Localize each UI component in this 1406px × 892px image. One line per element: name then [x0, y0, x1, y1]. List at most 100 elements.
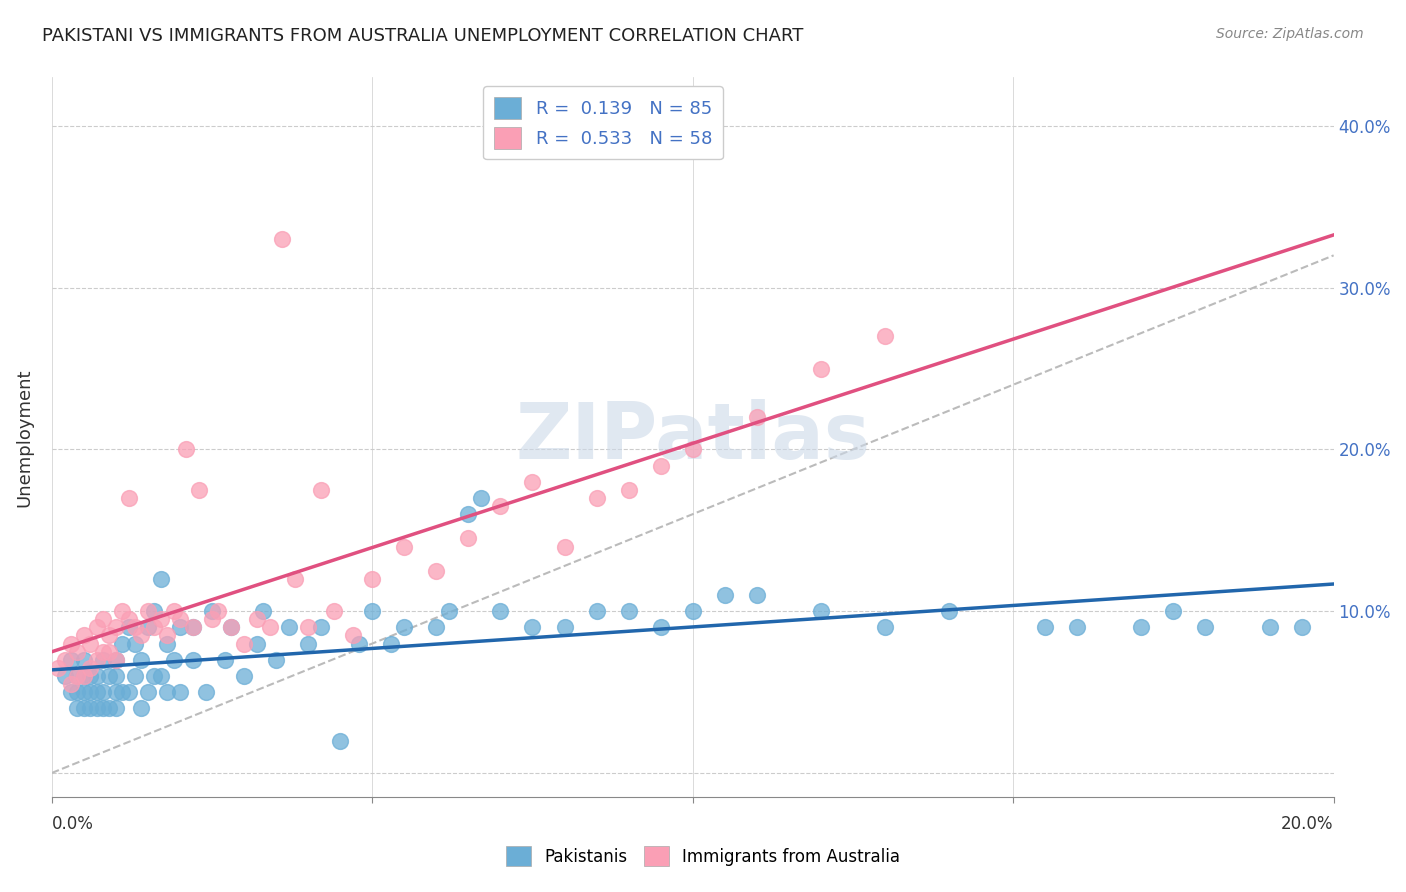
Point: [650, 458, 672, 473]
Point: [131, 628, 153, 642]
Point: [1033, 620, 1056, 634]
Point: [650, 620, 672, 634]
Point: [79, 685, 101, 699]
Point: [745, 410, 768, 425]
Point: [143, 669, 166, 683]
Point: [214, 653, 236, 667]
Point: [73, 669, 96, 683]
Point: [489, 499, 512, 513]
Point: [91, 612, 114, 626]
Point: [361, 572, 384, 586]
Point: [810, 361, 832, 376]
Point: [118, 620, 141, 634]
Point: [91, 701, 114, 715]
Point: [219, 620, 242, 634]
Point: [361, 604, 384, 618]
Point: [59, 677, 82, 691]
Point: [1194, 620, 1216, 634]
Point: [73, 653, 96, 667]
Point: [470, 491, 492, 505]
Point: [91, 645, 114, 659]
Point: [156, 636, 179, 650]
Point: [104, 701, 127, 715]
Point: [181, 653, 204, 667]
Point: [79, 636, 101, 650]
Point: [91, 685, 114, 699]
Point: [104, 669, 127, 683]
Point: [59, 636, 82, 650]
Point: [259, 620, 281, 634]
Point: [104, 685, 127, 699]
Point: [489, 604, 512, 618]
Point: [271, 232, 294, 246]
Point: [682, 604, 704, 618]
Point: [176, 442, 198, 457]
Point: [233, 636, 256, 650]
Point: [46, 661, 69, 675]
Point: [104, 620, 127, 634]
Text: ZIPatlas: ZIPatlas: [515, 400, 870, 475]
Point: [66, 645, 89, 659]
Point: [143, 620, 166, 634]
Point: [59, 685, 82, 699]
Point: [66, 669, 89, 683]
Point: [86, 620, 108, 634]
Point: [79, 701, 101, 715]
Point: [53, 653, 76, 667]
Point: [104, 653, 127, 667]
Point: [98, 701, 121, 715]
Point: [111, 685, 134, 699]
Point: [169, 685, 191, 699]
Point: [86, 653, 108, 667]
Point: [553, 620, 575, 634]
Point: [252, 604, 274, 618]
Point: [59, 653, 82, 667]
Point: [98, 669, 121, 683]
Legend: R =  0.139   N = 85, R =  0.533   N = 58: R = 0.139 N = 85, R = 0.533 N = 58: [484, 87, 723, 160]
Point: [246, 636, 269, 650]
Point: [73, 628, 96, 642]
Point: [713, 588, 735, 602]
Point: [169, 612, 191, 626]
Point: [219, 620, 242, 634]
Point: [522, 620, 544, 634]
Point: [745, 588, 768, 602]
Text: 20.0%: 20.0%: [1281, 815, 1334, 833]
Point: [131, 701, 153, 715]
Point: [124, 620, 146, 634]
Point: [810, 604, 832, 618]
Point: [585, 491, 607, 505]
Point: [1066, 620, 1088, 634]
Point: [617, 483, 640, 497]
Point: [873, 620, 896, 634]
Point: [329, 733, 352, 747]
Point: [73, 701, 96, 715]
Point: [73, 669, 96, 683]
Point: [873, 329, 896, 343]
Point: [188, 483, 211, 497]
Point: [98, 628, 121, 642]
Point: [79, 661, 101, 675]
Point: [309, 483, 332, 497]
Point: [437, 604, 460, 618]
Point: [1291, 620, 1313, 634]
Point: [169, 620, 191, 634]
Point: [585, 604, 607, 618]
Text: 0.0%: 0.0%: [52, 815, 94, 833]
Point: [181, 620, 204, 634]
Point: [425, 620, 447, 634]
Point: [682, 442, 704, 457]
Point: [53, 669, 76, 683]
Legend: Pakistanis, Immigrants from Australia: Pakistanis, Immigrants from Australia: [498, 838, 908, 875]
Y-axis label: Unemployment: Unemployment: [15, 368, 32, 507]
Point: [425, 564, 447, 578]
Point: [297, 620, 319, 634]
Point: [118, 491, 141, 505]
Point: [79, 669, 101, 683]
Point: [938, 604, 960, 618]
Point: [162, 653, 184, 667]
Point: [284, 572, 307, 586]
Point: [104, 653, 127, 667]
Point: [457, 507, 479, 521]
Point: [277, 620, 299, 634]
